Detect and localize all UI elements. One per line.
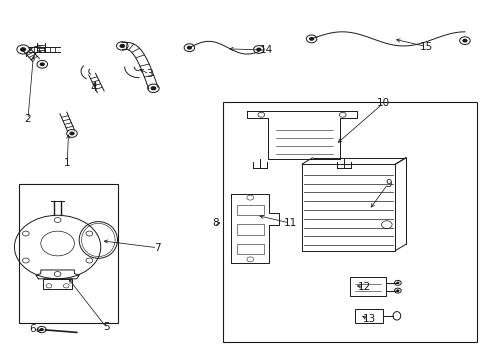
Bar bbox=[236, 224, 263, 235]
Text: 15: 15 bbox=[419, 42, 432, 51]
Circle shape bbox=[395, 289, 399, 292]
Text: 13: 13 bbox=[362, 314, 375, 324]
Text: 7: 7 bbox=[154, 243, 160, 253]
Text: 6: 6 bbox=[29, 324, 36, 334]
Text: 3: 3 bbox=[146, 69, 153, 79]
Circle shape bbox=[40, 328, 44, 331]
Circle shape bbox=[308, 37, 314, 41]
Circle shape bbox=[40, 62, 45, 66]
Bar bbox=[236, 205, 263, 215]
Circle shape bbox=[20, 47, 26, 52]
Text: 14: 14 bbox=[259, 45, 272, 55]
Text: 1: 1 bbox=[64, 158, 70, 168]
Circle shape bbox=[186, 46, 192, 50]
Circle shape bbox=[69, 131, 75, 135]
Bar bbox=[223, 102, 476, 342]
Text: 10: 10 bbox=[376, 98, 389, 108]
Bar bbox=[302, 164, 395, 251]
Text: 9: 9 bbox=[384, 179, 391, 189]
Circle shape bbox=[119, 44, 125, 48]
Bar bbox=[236, 243, 263, 254]
Bar bbox=[349, 277, 385, 296]
Text: 11: 11 bbox=[283, 218, 296, 228]
Circle shape bbox=[150, 86, 156, 90]
Text: 5: 5 bbox=[103, 323, 110, 333]
Text: 2: 2 bbox=[24, 114, 31, 124]
Text: 8: 8 bbox=[212, 218, 219, 228]
Text: 4: 4 bbox=[90, 82, 97, 93]
Circle shape bbox=[461, 39, 467, 42]
Bar bbox=[19, 184, 117, 323]
Text: 12: 12 bbox=[357, 282, 370, 292]
Circle shape bbox=[395, 282, 399, 284]
Circle shape bbox=[256, 48, 261, 51]
Bar bbox=[354, 309, 383, 323]
Bar bbox=[43, 279, 72, 289]
